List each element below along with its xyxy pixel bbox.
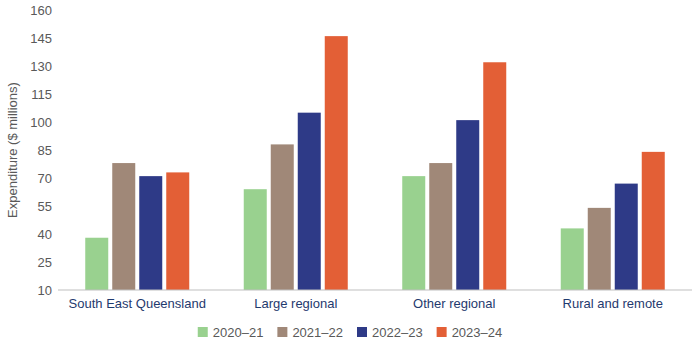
y-tick-label: 55 xyxy=(38,199,52,214)
bar xyxy=(429,163,452,290)
legend-item: 2022–23 xyxy=(357,325,423,340)
bar xyxy=(561,228,584,290)
tick-mark xyxy=(56,178,58,179)
tick-mark xyxy=(56,150,58,151)
legend-swatch xyxy=(198,327,208,337)
y-tick-label: 145 xyxy=(30,31,52,46)
tick-mark xyxy=(56,234,58,235)
legend: 2020–21 2021–22 2022–23 2023–24 xyxy=(198,325,503,340)
bar xyxy=(642,152,665,290)
bar xyxy=(139,176,162,290)
y-tick-label: 160 xyxy=(30,3,52,18)
x-tick-label: South East Queensland xyxy=(69,296,206,311)
legend-label: 2020–21 xyxy=(213,325,264,340)
y-tick-label: 130 xyxy=(30,59,52,74)
y-tick-label: 70 xyxy=(38,171,52,186)
bar xyxy=(588,208,611,290)
tick-mark xyxy=(56,10,58,11)
bar xyxy=(456,120,479,290)
tick-mark xyxy=(56,290,58,291)
bar xyxy=(298,113,321,290)
tick-mark xyxy=(56,94,58,95)
bar xyxy=(615,184,638,290)
legend-swatch xyxy=(277,327,287,337)
legend-label: 2022–23 xyxy=(372,325,423,340)
bar xyxy=(325,36,348,290)
x-tick-label: Rural and remote xyxy=(563,296,663,311)
y-axis: 10 25 40 55 70 85 100 115 130 145 160 xyxy=(30,3,58,298)
bar xyxy=(244,189,267,290)
bar xyxy=(112,163,135,290)
legend-item: 2021–22 xyxy=(277,325,343,340)
bar xyxy=(483,62,506,290)
legend-item: 2020–21 xyxy=(198,325,264,340)
y-tick-label: 40 xyxy=(38,227,52,242)
legend-swatch xyxy=(357,327,367,337)
tick-mark xyxy=(56,122,58,123)
chart: 10 25 40 55 70 85 100 115 130 145 160 Expenditure (… xyxy=(0,0,700,347)
y-tick-label: 85 xyxy=(38,143,52,158)
legend-swatch xyxy=(437,327,447,337)
legend-label: 2021–22 xyxy=(292,325,343,340)
tick-mark xyxy=(56,38,58,39)
legend-item: 2023–24 xyxy=(437,325,503,340)
legend-label: 2023–24 xyxy=(452,325,503,340)
x-axis: South East Queensland Large regional Other… xyxy=(69,296,663,311)
y-tick-label: 10 xyxy=(38,283,52,298)
x-axis-line xyxy=(58,290,692,291)
bar xyxy=(166,172,189,290)
bar xyxy=(402,176,425,290)
y-tick-label: 115 xyxy=(31,87,52,102)
y-axis-title: Expenditure ($ millions) xyxy=(5,82,20,218)
x-tick-label: Large regional xyxy=(254,296,337,311)
y-tick-label: 100 xyxy=(30,115,52,130)
y-tick-label: 25 xyxy=(38,255,52,270)
bar xyxy=(271,144,294,290)
tick-mark xyxy=(56,206,58,207)
bars xyxy=(85,36,665,290)
tick-mark xyxy=(56,66,58,67)
bar xyxy=(85,238,108,290)
x-tick-label: Other regional xyxy=(413,296,495,311)
tick-mark xyxy=(56,262,58,263)
